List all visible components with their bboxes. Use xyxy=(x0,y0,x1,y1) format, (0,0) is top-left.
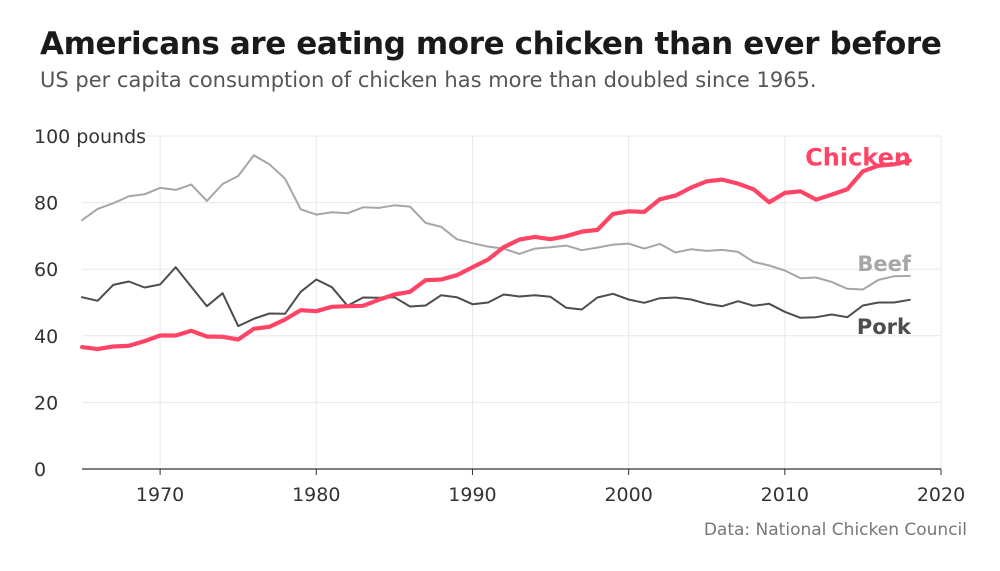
y-tick-label: 40 xyxy=(34,326,58,348)
x-tick-label: 2010 xyxy=(761,484,809,506)
x-axis: 1970 1980 1990 2000 2010 2020 xyxy=(82,468,965,506)
y-tick-label: 80 xyxy=(34,193,58,215)
y-tick-label: 60 xyxy=(34,259,58,281)
y-tick-label: 0 xyxy=(34,459,46,481)
gridlines xyxy=(82,135,942,469)
series-lines xyxy=(79,154,912,352)
x-tick-label: 1990 xyxy=(448,484,496,506)
series-line-chicken xyxy=(79,158,912,352)
series-line-beef xyxy=(81,154,911,291)
y-tick-label: 100 pounds xyxy=(34,126,146,148)
data-source-note: Data: National Chicken Council xyxy=(703,520,967,540)
x-tick-label: 1970 xyxy=(136,484,184,506)
chart-subtitle: US per capita consumption of chicken has… xyxy=(40,68,817,92)
chart-title: Americans are eating more chicken than e… xyxy=(40,26,942,62)
x-tick-label: 2020 xyxy=(917,484,965,506)
y-axis: 0 20 40 60 80 100 pounds xyxy=(34,126,146,481)
series-label-pork: Pork xyxy=(857,315,912,339)
y-tick-label: 20 xyxy=(34,392,58,414)
x-tick-label: 2000 xyxy=(604,484,652,506)
x-tick-label: 1980 xyxy=(292,484,340,506)
series-label-beef: Beef xyxy=(857,252,911,276)
series-line-pork xyxy=(81,266,911,328)
series-labels: Beef Pork Chicken xyxy=(805,144,912,339)
series-label-chicken: Chicken xyxy=(805,144,911,172)
